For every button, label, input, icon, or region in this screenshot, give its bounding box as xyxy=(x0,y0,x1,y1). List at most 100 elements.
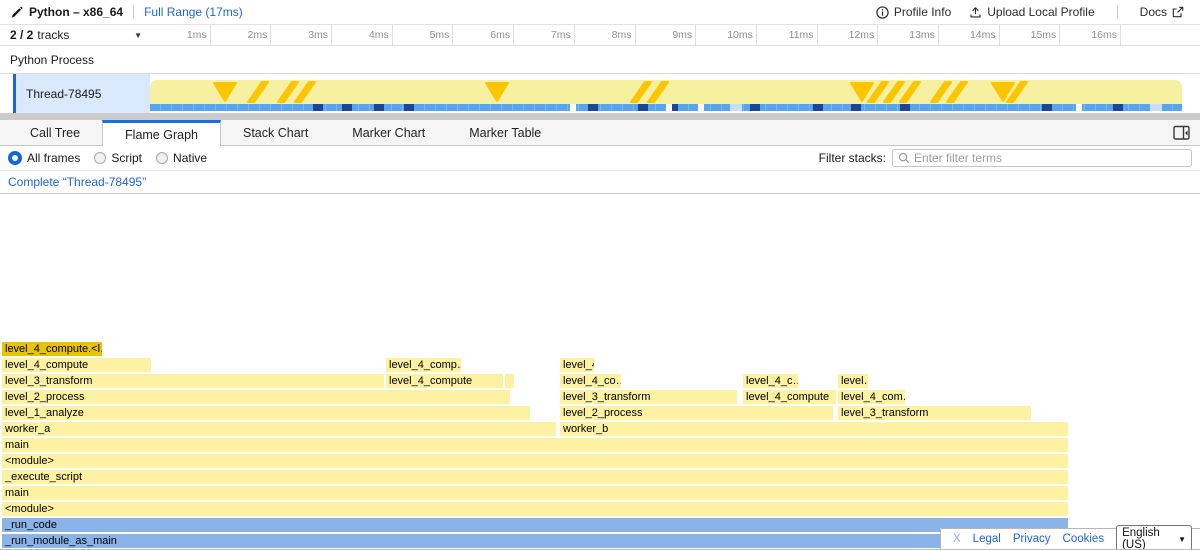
footer: X Legal Privacy Cookies English (US) ▼ xyxy=(940,525,1200,550)
cpu-sample-strip xyxy=(150,104,1182,111)
flame-block[interactable]: _run_code xyxy=(2,518,1068,532)
time-tick-label: 14ms xyxy=(939,25,1000,45)
filter-input[interactable] xyxy=(914,151,1186,165)
chevron-down-icon[interactable]: ▼ xyxy=(134,30,142,40)
radio-script[interactable]: Script xyxy=(94,151,142,165)
flame-block[interactable]: level_4_compute xyxy=(743,390,836,404)
language-select-value: English (US) xyxy=(1122,527,1160,550)
flame-block[interactable]: <module> xyxy=(2,454,1068,468)
flame-block[interactable]: main xyxy=(2,438,1068,452)
tab-marker-table[interactable]: Marker Table xyxy=(469,125,542,140)
track-marker-slash-icon[interactable] xyxy=(946,81,968,103)
profile-info-button[interactable]: Profile Info xyxy=(870,5,957,19)
track-marker-slash-icon[interactable] xyxy=(1006,81,1028,103)
track-marker-arrow-icon[interactable] xyxy=(991,82,1015,102)
footer-link-legal[interactable]: Legal xyxy=(972,533,1001,545)
track-marker-slash-icon[interactable] xyxy=(277,81,299,103)
sidebar-toggle-icon[interactable] xyxy=(1173,125,1191,141)
footer-link-x[interactable]: X xyxy=(953,533,961,545)
flame-block[interactable]: <module> xyxy=(2,502,1068,516)
track-marker-arrow-icon[interactable] xyxy=(850,82,874,102)
flame-block[interactable]: worker_b xyxy=(560,422,1068,436)
flame-block[interactable]: level_4_compute xyxy=(2,358,151,372)
full-range-button[interactable]: Full Range (17ms) xyxy=(144,5,243,19)
thread-activity-graph[interactable] xyxy=(150,74,1182,113)
flame-block[interactable]: level_4_compute.<l… xyxy=(2,342,102,356)
cpu-strip-segment-dark xyxy=(342,104,352,111)
thread-track-label: Thread-78495 xyxy=(26,86,102,101)
track-marker-slash-icon[interactable] xyxy=(883,81,905,103)
docs-button[interactable]: Docs xyxy=(1134,5,1190,19)
header-divider-2 xyxy=(1116,5,1118,19)
flame-graph-canvas[interactable]: level_4_compute.<l… level_4_compute level_… xyxy=(0,194,1200,549)
flame-block[interactable]: level_3_transform xyxy=(560,390,737,404)
thread-track-label-cell[interactable]: Thread-78495 xyxy=(16,74,150,113)
track-marker-arrow-icon[interactable] xyxy=(485,82,509,102)
time-tick-label: 2ms xyxy=(211,25,272,45)
time-axis: 1ms 2ms 3ms 4ms 5ms 6ms 7ms 8ms 9ms 10ms 11ms 12ms 1… xyxy=(150,25,1200,45)
cpu-strip-segment-dark xyxy=(851,104,861,111)
breadcrumb[interactable]: Complete “Thread-78495” xyxy=(0,171,1200,194)
time-tick-label: 9ms xyxy=(636,25,697,45)
radio-dot-icon[interactable] xyxy=(8,151,22,165)
flame-block[interactable]: level_2_process xyxy=(2,390,510,404)
radio-all-frames[interactable]: All frames xyxy=(8,151,80,165)
process-track-row[interactable]: Python Process xyxy=(0,46,1200,74)
activity-area xyxy=(150,80,1182,104)
flame-block[interactable]: worker_a xyxy=(2,422,556,436)
tab-flame-graph[interactable]: Flame Graph xyxy=(102,120,221,146)
flame-block[interactable]: main xyxy=(2,486,1068,500)
flame-block[interactable]: level_4_com… xyxy=(838,390,905,404)
flame-block[interactable]: level_4_compute xyxy=(386,374,503,388)
track-marker-slash-icon[interactable] xyxy=(930,81,952,103)
flame-block[interactable]: level_4_c… xyxy=(743,374,798,388)
flame-block[interactable]: _run_module_as_main xyxy=(2,534,1068,548)
track-marker-slash-icon[interactable] xyxy=(247,81,269,103)
flame-block[interactable]: level_3_transform xyxy=(838,406,1031,420)
radio-dot-icon[interactable] xyxy=(94,152,107,164)
flame-block[interactable] xyxy=(505,374,514,388)
flame-block[interactable]: level_2_process xyxy=(560,406,833,420)
radio-dot-icon[interactable] xyxy=(156,152,169,164)
flame-block[interactable]: level_4_co… xyxy=(560,374,621,388)
cpu-strip-segment-white xyxy=(1076,104,1082,111)
time-tick-label: 1ms xyxy=(150,25,211,45)
tab-call-tree[interactable]: Call Tree xyxy=(30,125,81,140)
flame-block[interactable]: level_1_analyze xyxy=(2,406,530,420)
time-tick-label: 11ms xyxy=(757,25,818,45)
track-marker-arrow-icon[interactable] xyxy=(213,82,237,102)
footer-link-privacy[interactable]: Privacy xyxy=(1012,533,1051,545)
flame-block[interactable]: level_4_comp… xyxy=(386,358,461,372)
marker-shapes xyxy=(213,81,1028,103)
chevron-down-icon: ▼ xyxy=(1178,534,1186,544)
track-marker-slash-icon[interactable] xyxy=(294,81,316,103)
track-marker-slash-icon[interactable] xyxy=(630,81,652,103)
cpu-strip-segment-dark xyxy=(668,104,678,111)
flame-block[interactable]: _execute_script xyxy=(2,470,1068,484)
tab-marker-chart[interactable]: Marker Chart xyxy=(352,125,426,140)
radio-native[interactable]: Native xyxy=(156,151,207,165)
time-tick-label: 12ms xyxy=(818,25,879,45)
tab-stack-chart[interactable]: Stack Chart xyxy=(242,125,309,140)
timeline-splitter[interactable] xyxy=(0,113,1200,120)
cpu-strip-segment-dark xyxy=(813,104,823,111)
track-marker-slash-icon[interactable] xyxy=(899,81,921,103)
cpu-strip-segment-dark xyxy=(638,104,648,111)
upload-profile-button[interactable]: Upload Local Profile xyxy=(963,5,1100,19)
panel-tabbar: Call Tree Flame Graph Stack Chart Marker Ch… xyxy=(0,120,1200,146)
track-marker-slash-icon[interactable] xyxy=(867,81,889,103)
timeline-ruler: 2 / 2 tracks ▼ 1ms 2ms 3ms 4ms 5ms 6ms 7ms 8ms 9… xyxy=(0,25,1200,46)
cpu-strip-segment-dark xyxy=(404,104,414,111)
flame-block[interactable]: level_3_transform xyxy=(2,374,384,388)
cpu-strip-segment-dark xyxy=(1042,104,1052,111)
language-select[interactable]: English (US) ▼ xyxy=(1116,525,1192,550)
radio-label: All frames xyxy=(27,151,81,165)
cpu-strip-segment-white xyxy=(570,104,576,111)
footer-link-cookies[interactable]: Cookies xyxy=(1062,533,1105,545)
upload-icon xyxy=(970,6,981,18)
track-marker-slash-icon[interactable] xyxy=(647,81,669,103)
flame-block[interactable]: level… xyxy=(838,374,868,388)
edit-pencil-icon[interactable] xyxy=(10,6,23,19)
tracks-selector[interactable]: 2 / 2 tracks ▼ xyxy=(0,25,150,45)
flame-block[interactable]: level_4… xyxy=(560,358,594,372)
